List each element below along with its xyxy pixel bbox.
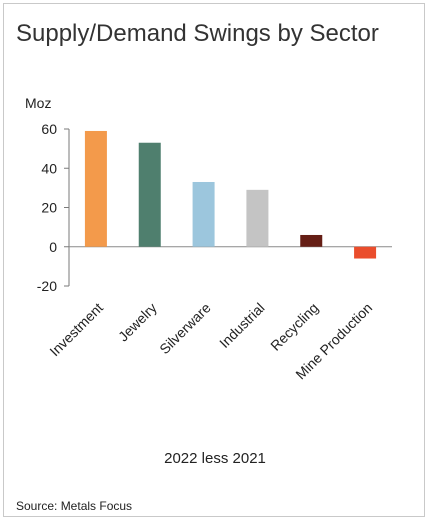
bar-jewelry <box>138 142 161 247</box>
y-tick-label: 40 <box>41 160 57 176</box>
bar-mine-production <box>354 246 377 259</box>
bar-investment <box>84 130 107 247</box>
x-category-label: Recycling <box>267 300 321 354</box>
x-axis-label: 2022 less 2021 <box>164 450 266 467</box>
x-category-label: Investment <box>46 299 106 359</box>
y-axis-unit-label: Moz <box>25 95 52 111</box>
x-category-label: Silverware <box>156 299 214 357</box>
bar-industrial <box>246 189 269 247</box>
chart-title: Supply/Demand Swings by Sector <box>16 20 379 47</box>
source-note: Source: Metals Focus <box>16 499 133 513</box>
chart-frame: Supply/Demand Swings by Sector Moz 2022 … <box>3 3 425 517</box>
bar-recycling <box>300 234 323 247</box>
x-category-label: Jewelry <box>115 300 160 345</box>
y-tick-label: 60 <box>41 121 57 137</box>
y-tick-label: -20 <box>37 278 57 294</box>
y-tick-label: 0 <box>49 239 57 255</box>
x-category-label: Industrial <box>216 300 267 351</box>
bar-silverware <box>192 181 215 247</box>
y-tick-label: 20 <box>41 200 57 216</box>
